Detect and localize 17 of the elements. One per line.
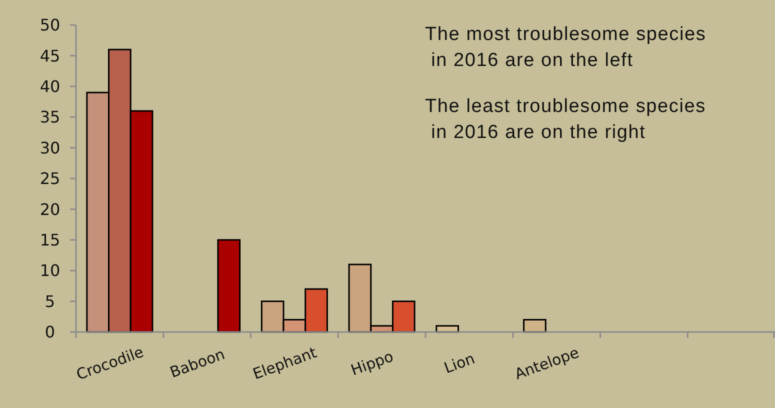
annotation: The least troublesome species in 2016 are on the right — [425, 96, 706, 143]
y-tick-label: 35 — [40, 108, 60, 127]
x-tick-label: Lion — [442, 350, 478, 378]
bar — [217, 239, 241, 333]
y-tick-label: 25 — [40, 169, 60, 188]
y-tick-label: 0 — [44, 322, 56, 342]
y-tick-label: 10 — [40, 261, 60, 280]
y-tick-label: 40 — [40, 77, 60, 96]
annotation: The most troublesome species in 2016 are on the left — [425, 24, 706, 71]
y-tick-label: 20 — [40, 200, 60, 219]
y-tick-label: 5 — [44, 292, 56, 311]
x-tick-label: Hippo — [348, 347, 396, 380]
y-tick-label: 15 — [40, 230, 60, 250]
y-tick-label: 45 — [40, 46, 60, 66]
bar — [523, 318, 546, 333]
y-tick-label: 30 — [40, 138, 60, 158]
y-tick-label: 50 — [40, 16, 60, 35]
